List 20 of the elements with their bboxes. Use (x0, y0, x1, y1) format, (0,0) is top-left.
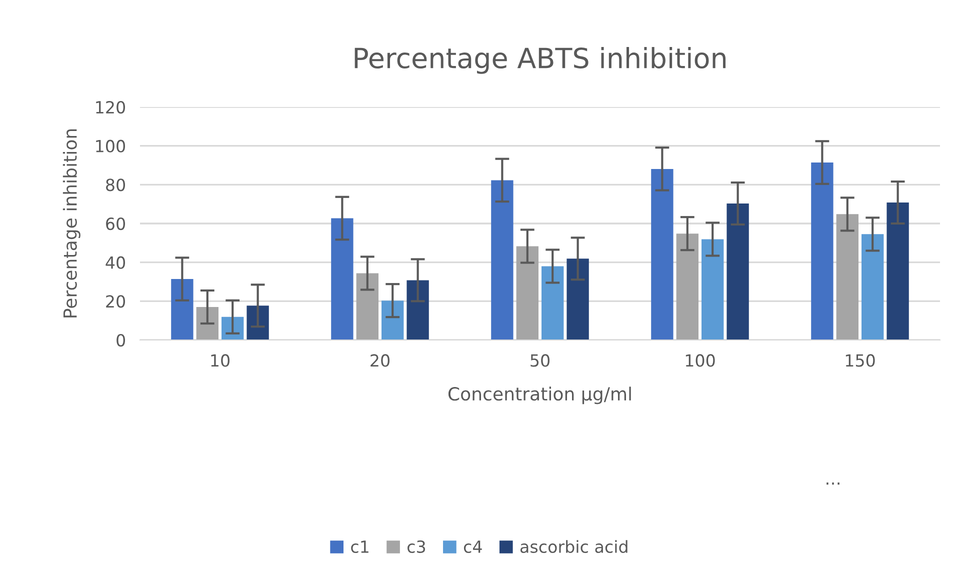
x-tick-label: 10 (211, 354, 230, 367)
legend-label: c4 (464, 540, 482, 553)
legend-label: c3 (408, 540, 426, 553)
x-tick-label: 50 (530, 354, 550, 367)
x-tick-label: 150 (846, 354, 875, 367)
y-tick-label: 40 (106, 256, 126, 269)
chart-title: Percentage ABTS inhibition (354, 47, 726, 74)
legend-label: ascorbic acid (520, 540, 628, 553)
y-tick-label: 120 (96, 100, 126, 114)
y-tick-label: 0 (116, 334, 126, 347)
x-tick-label: 20 (370, 354, 390, 367)
text: … (826, 482, 840, 485)
y-tick-label: 80 (106, 178, 126, 192)
y-tick-label: 60 (106, 217, 126, 230)
x-tick-label: 100 (686, 354, 715, 367)
legend-label: c1 (351, 540, 368, 553)
y-tick-label: 20 (106, 295, 126, 308)
y-tick-label: 100 (96, 140, 126, 152)
x-axis-title: Concentration µg/ml (448, 386, 631, 404)
y-axis-title: Percentage inhibition (62, 129, 80, 318)
